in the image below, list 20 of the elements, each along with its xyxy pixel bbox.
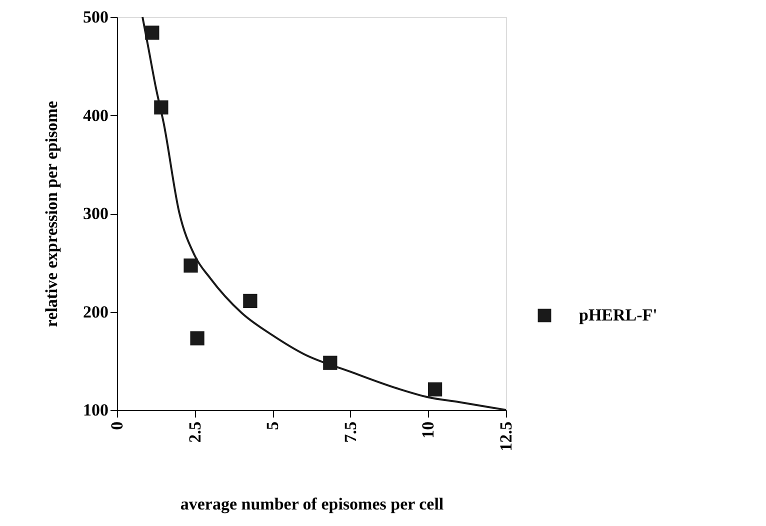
x-tick-label: 7.5 (340, 422, 360, 443)
point (428, 382, 442, 396)
y-tick-label: 500 (83, 8, 108, 26)
line-series (142, 16, 507, 411)
point (190, 331, 204, 346)
y-tick-label: 200 (83, 302, 108, 322)
x-tick-label: 10 (418, 422, 438, 438)
y-tick-label: 300 (83, 204, 108, 223)
legend-label: pHERL-F' (579, 306, 658, 324)
y-tick-label: 100 (83, 400, 108, 420)
point (243, 294, 258, 308)
point (184, 258, 198, 273)
x-axis-title: average number of episomes per cell (180, 494, 444, 514)
y-tick-label: 400 (83, 106, 108, 125)
point (145, 26, 160, 40)
y-axis-title: relative expression per episome (42, 100, 61, 328)
x-tick-label: 0 (108, 422, 126, 430)
x-tick-label: 5 (263, 422, 282, 430)
x-tick-label: 12.5 (496, 422, 516, 452)
x-tick-label: 2.5 (185, 422, 204, 443)
